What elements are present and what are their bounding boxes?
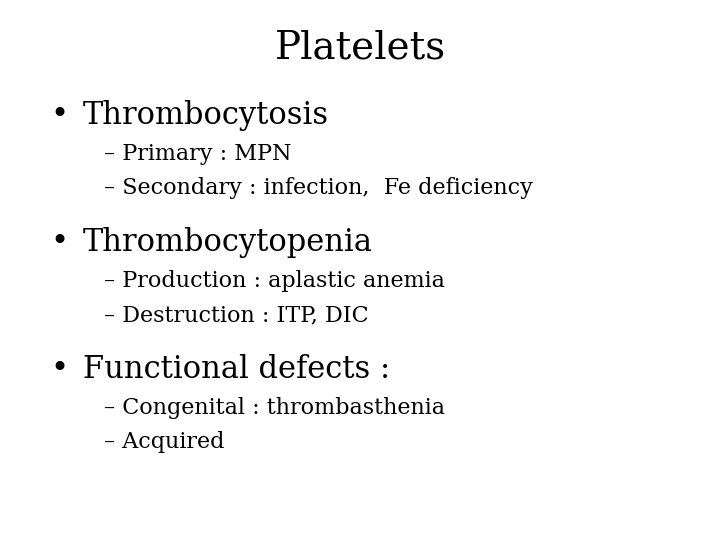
Text: – Destruction : ITP, DIC: – Destruction : ITP, DIC <box>104 304 369 326</box>
Text: Platelets: Platelets <box>274 30 446 67</box>
Text: •: • <box>50 354 68 384</box>
Text: – Acquired: – Acquired <box>104 431 225 453</box>
Text: •: • <box>50 227 68 258</box>
Text: •: • <box>50 100 68 131</box>
Text: Functional defects :: Functional defects : <box>83 354 390 384</box>
Text: – Secondary : infection,  Fe deficiency: – Secondary : infection, Fe deficiency <box>104 177 534 199</box>
Text: – Production : aplastic anemia: – Production : aplastic anemia <box>104 270 445 292</box>
Text: Thrombocytosis: Thrombocytosis <box>83 100 329 131</box>
Text: – Congenital : thrombasthenia: – Congenital : thrombasthenia <box>104 397 446 419</box>
Text: – Primary : MPN: – Primary : MPN <box>104 143 292 165</box>
Text: Thrombocytopenia: Thrombocytopenia <box>83 227 373 258</box>
